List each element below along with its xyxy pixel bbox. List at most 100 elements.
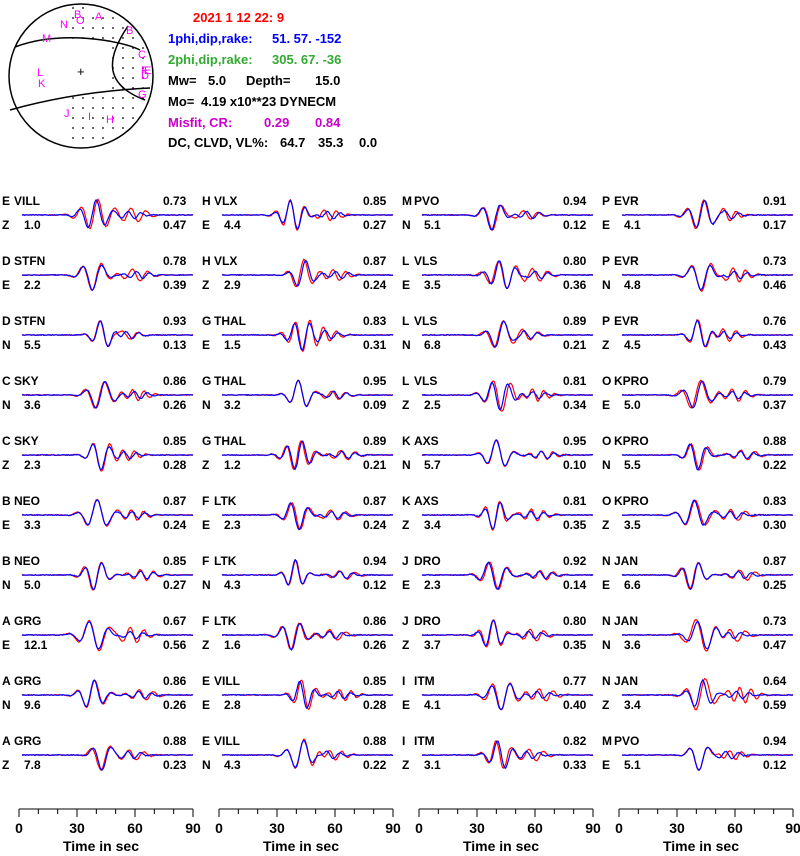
component-label: Z — [2, 758, 9, 772]
compression-dot — [72, 137, 74, 139]
station-name: EVR — [614, 314, 639, 328]
station-code: M — [402, 194, 412, 208]
component-label: E — [602, 578, 610, 592]
synthetic-waveform — [621, 264, 794, 291]
station-code: K — [402, 494, 411, 508]
compressional-quadrant-dots — [72, 7, 144, 139]
time-shift-value: 2.3 — [24, 458, 41, 472]
trace-panel: N JAN 0.87 E 6.6 0.25 — [602, 554, 794, 592]
compression-dot — [132, 37, 134, 39]
correlation-value: 0.80 — [563, 614, 587, 628]
component-label: E — [2, 518, 10, 532]
axis-tick-label: 90 — [585, 820, 601, 836]
time-shift-value: 4.8 — [624, 278, 641, 292]
variance-ratio-value: 0.12 — [763, 758, 787, 772]
time-shift-value: 5.0 — [624, 398, 641, 412]
station-name: VLX — [214, 254, 237, 268]
compression-dot — [92, 117, 94, 119]
component-label: Z — [602, 698, 609, 712]
correlation-value: 0.73 — [763, 614, 787, 628]
trace-panel: G THAL 0.95 N 3.2 0.09 — [202, 374, 394, 412]
variance-ratio-value: 0.24 — [163, 518, 187, 532]
component-label: E — [202, 338, 210, 352]
correlation-value: 0.95 — [363, 374, 387, 388]
component-label: N — [602, 638, 611, 652]
component-label: N — [202, 578, 211, 592]
station-code: L — [402, 314, 409, 328]
variance-ratio-value: 0.59 — [763, 698, 787, 712]
trace-panel: F LTK 0.87 E 2.3 0.24 — [202, 494, 394, 532]
variance-ratio-value: 0.39 — [163, 278, 187, 292]
compression-dot — [72, 97, 74, 99]
correlation-value: 0.81 — [563, 374, 587, 388]
correlation-value: 0.76 — [763, 314, 787, 328]
compression-dot — [122, 47, 124, 49]
station-name: AXS — [414, 494, 439, 508]
component-label: E — [602, 398, 610, 412]
correlation-value: 0.95 — [563, 434, 587, 448]
compression-dot — [102, 117, 104, 119]
axis-tick-label: 30 — [269, 820, 285, 836]
compression-dot — [122, 37, 124, 39]
compression-dot — [102, 27, 104, 29]
depth-label: Depth= — [246, 73, 291, 88]
time-shift-value: 5.7 — [424, 458, 441, 472]
correlation-value: 0.85 — [163, 554, 187, 568]
station-name: THAL — [214, 374, 246, 388]
variance-ratio-value: 0.47 — [763, 638, 787, 652]
trace-panel: E VILL 0.73 Z 1.0 0.47 — [2, 194, 194, 232]
time-shift-value: 9.6 — [24, 698, 41, 712]
station-code: D — [2, 314, 11, 328]
compression-dot — [112, 107, 114, 109]
axis-tick-label: 90 — [185, 820, 201, 836]
time-shift-value: 1.5 — [224, 338, 241, 352]
synthetic-waveform — [221, 739, 394, 768]
variance-ratio-value: 0.10 — [563, 458, 587, 472]
compression-dot — [82, 137, 84, 139]
station-name: VILL — [214, 674, 240, 688]
synthetic-waveform — [421, 561, 594, 590]
station-code: P — [602, 314, 610, 328]
component-label: Z — [402, 518, 409, 532]
time-shift-value: 3.6 — [624, 638, 641, 652]
vl-value: 0.0 — [359, 135, 377, 150]
station-code: P — [602, 194, 610, 208]
station-code: I — [402, 674, 405, 688]
station-name: DRO — [414, 614, 441, 628]
station-name: NEO — [14, 494, 40, 508]
compression-dot — [122, 57, 124, 59]
synthetic-waveform — [21, 264, 194, 292]
synthetic-waveform — [621, 199, 794, 229]
variance-ratio-value: 0.35 — [563, 518, 587, 532]
trace-panel: H VLX 0.87 Z 2.9 0.24 — [202, 254, 394, 292]
variance-ratio-value: 0.12 — [563, 218, 587, 232]
station-letter: B — [74, 9, 81, 21]
time-shift-value: 2.9 — [224, 278, 241, 292]
compression-dot — [122, 27, 124, 29]
trace-panel: E VILL 0.85 E 2.8 0.28 — [202, 674, 394, 712]
component-label: Z — [202, 458, 209, 472]
misfit-label: Misfit, CR: — [168, 115, 232, 130]
time-shift-value: 6.8 — [424, 338, 441, 352]
correlation-value: 0.79 — [763, 374, 787, 388]
synthetic-waveform — [221, 440, 394, 471]
axis-tick-label: 30 — [69, 820, 85, 836]
compression-dot — [112, 87, 114, 89]
station-name: VLS — [414, 254, 437, 268]
synthetic-waveform — [221, 622, 394, 651]
time-shift-value: 2.3 — [224, 518, 241, 532]
station-code: F — [202, 554, 209, 568]
variance-ratio-value: 0.25 — [763, 578, 787, 592]
synthetic-waveform — [421, 619, 594, 647]
trace-panel: B NEO 0.85 N 5.0 0.27 — [2, 554, 194, 592]
station-name: STFN — [14, 254, 45, 268]
time-shift-value: 1.6 — [224, 638, 241, 652]
correlation-value: 0.83 — [363, 314, 387, 328]
correlation-value: 0.78 — [163, 254, 187, 268]
correlation-value: 0.77 — [563, 674, 587, 688]
synthetic-waveform — [21, 320, 194, 348]
compression-dot — [132, 117, 134, 119]
axis-tick-label: 0 — [615, 820, 623, 836]
station-name: DRO — [414, 554, 441, 568]
